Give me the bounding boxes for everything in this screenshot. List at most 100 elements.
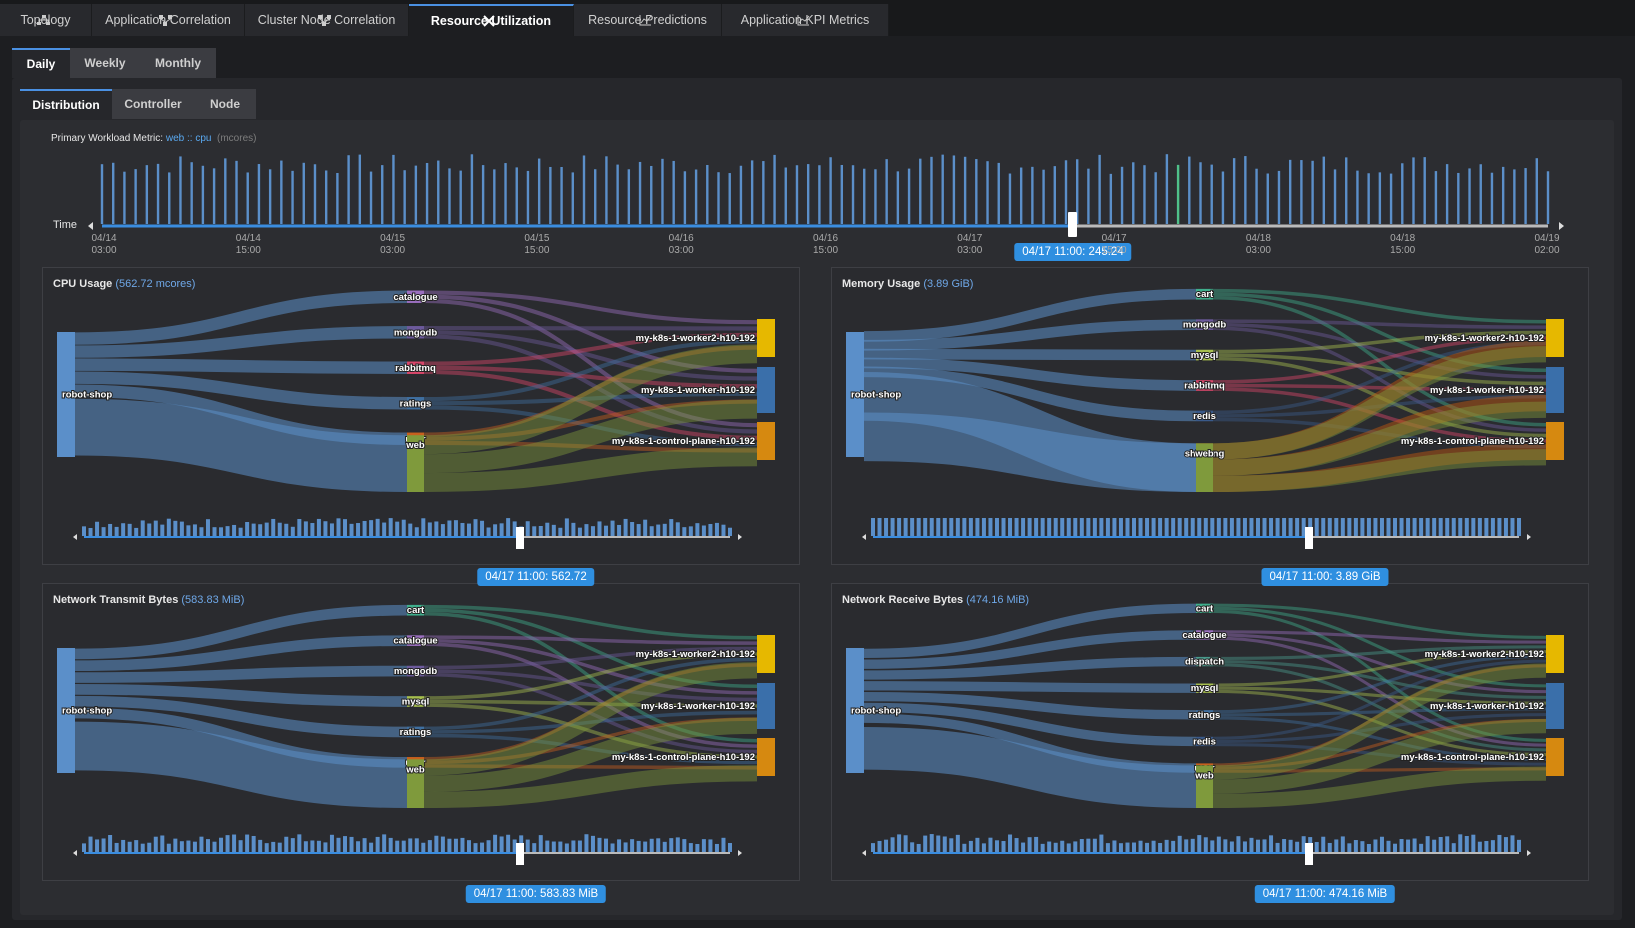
node-0[interactable] [757,635,775,673]
tab-distribution[interactable]: Distribution [20,89,112,119]
node-2[interactable] [1546,422,1564,460]
mini-timeline-bar [160,524,165,536]
service-node-web[interactable] [1196,443,1213,492]
mini-timeline-bar [708,523,713,536]
flow-redis-to-node [1212,394,1547,418]
service-node-ratings[interactable] [407,726,424,738]
metric-name-link[interactable]: cpu [195,133,212,144]
mini-timeline-bar [1047,518,1052,536]
tab-node[interactable]: Node [194,89,256,119]
service-node-mongodb[interactable] [1196,319,1213,330]
flow-mysql-to-node [1212,686,1547,705]
node-2[interactable] [757,422,775,460]
mini-timeline-handle[interactable] [516,527,524,549]
service-node-cart[interactable] [407,604,424,616]
mini-timeline-bar [1158,518,1163,536]
mini-timeline-bar [695,523,700,536]
node-0[interactable] [1546,319,1564,357]
tab-distribution-label: Distribution [32,98,100,112]
tab-cluster-node-correlation[interactable]: Cluster Node Correlation [245,4,409,36]
timeline-left-arrow-icon[interactable] [88,222,93,230]
mini-timeline-bar [1353,518,1358,536]
node-2[interactable] [1546,738,1564,776]
mini-right-arrow-icon[interactable] [1527,534,1531,540]
node-label: my-k8s-1-control-plane-h10-192 [612,752,755,763]
service-node-mysql[interactable] [407,696,424,707]
source-node-robot-shop[interactable] [846,332,864,457]
tab-topology[interactable]: Topology [0,4,92,36]
service-node-catalogue[interactable] [407,635,424,646]
service-node-rabbitmq[interactable] [1196,380,1213,391]
source-node-robot-shop[interactable] [57,648,75,773]
mini-timeline-bar [140,520,145,536]
mini-timeline-bar [336,837,341,852]
mini-timeline-bar [108,523,113,536]
node-1[interactable] [1546,683,1564,729]
timeline-bar [156,163,160,224]
service-node-ratings[interactable] [1196,710,1213,720]
mini-timeline-handle[interactable] [1305,843,1313,865]
mini-left-arrow-icon[interactable] [73,850,77,856]
mini-right-arrow-icon[interactable] [1527,850,1531,856]
tab-daily[interactable]: Daily [12,48,70,78]
tab-controller[interactable]: Controller [112,89,194,119]
mini-timeline-bar [525,521,530,536]
node-0[interactable] [1546,635,1564,673]
service-node-mongodb[interactable] [407,665,424,677]
memory-sankey[interactable]: robot-shopcartmongodbmysqlrabbitmqrediss… [831,267,1589,565]
service-node-catalogue[interactable] [407,290,424,303]
node-1[interactable] [1546,367,1564,413]
service-node-mysql[interactable] [1196,683,1213,693]
rx-sankey[interactable]: robot-shop cart catalogue dispatch mysql rati… [831,583,1589,881]
service-node-dispatch[interactable] [1196,656,1213,667]
tab-application-correlation[interactable]: Application Correlation [92,4,245,36]
service-node-mysql[interactable] [1196,349,1213,361]
service-node-redis[interactable] [1196,736,1213,747]
tx-sankey[interactable]: robot-shop cart catalogue mongodb mysql ratin… [42,583,800,881]
service-node-rabbitmq[interactable] [407,361,424,374]
metric-workload-link[interactable]: web [165,133,185,144]
mini-left-arrow-icon[interactable] [73,534,77,540]
node-1[interactable] [757,683,775,729]
flow-cart-to-node [423,604,758,640]
cpu-sankey[interactable]: robot-shop catalogue mongodb rabbitmq rating… [42,267,800,565]
mini-timeline-handle[interactable] [1305,527,1313,549]
service-node-cart[interactable] [1196,603,1213,613]
service-node-catalogue[interactable] [1196,630,1213,640]
service-node-mongodb[interactable] [407,326,424,339]
service-node-web[interactable] [407,435,424,492]
timeline-right-arrow-icon[interactable] [1559,222,1564,230]
tab-resource-predictions[interactable]: Resource Predictions [574,4,722,36]
service-node-redis[interactable] [1196,410,1213,422]
mini-right-arrow-icon[interactable] [738,850,742,856]
mini-left-arrow-icon[interactable] [862,850,866,856]
service-node-cart[interactable] [1196,288,1213,300]
mini-timeline-bar [1060,518,1065,536]
source-node-robot-shop[interactable] [846,648,864,773]
source-node-robot-shop[interactable] [57,332,75,457]
service-node-ratings[interactable] [407,397,424,410]
mini-timeline-bar [434,835,439,852]
main-timeline[interactable] [0,0,1635,260]
service-node-web[interactable] [1196,765,1213,808]
mini-timeline-bar [910,518,915,536]
mini-timeline-handle[interactable] [516,843,524,865]
memory-usage-title: Memory Usage (3.89 GiB) [842,278,973,290]
tab-weekly[interactable]: Weekly [70,48,140,78]
mini-timeline-bar [173,520,178,536]
mini-timeline-bar [127,523,132,536]
node-0[interactable] [757,319,775,357]
flow-catalogue-to-node [1212,630,1547,644]
tab-resource-utilization[interactable]: Resource Utilization [409,4,574,36]
timeline-handle[interactable] [1068,212,1077,237]
timeline-bar [1288,159,1292,224]
node-2[interactable] [757,738,775,776]
tab-monthly[interactable]: Monthly [140,48,216,78]
tab-application-kpi-metrics[interactable]: Application KPI Metrics [722,4,889,36]
mini-timeline-bar [310,523,315,536]
mini-left-arrow-icon[interactable] [862,534,866,540]
service-node-web[interactable] [407,759,424,808]
mini-timeline-bar [1118,518,1123,536]
mini-right-arrow-icon[interactable] [738,534,742,540]
node-1[interactable] [757,367,775,413]
